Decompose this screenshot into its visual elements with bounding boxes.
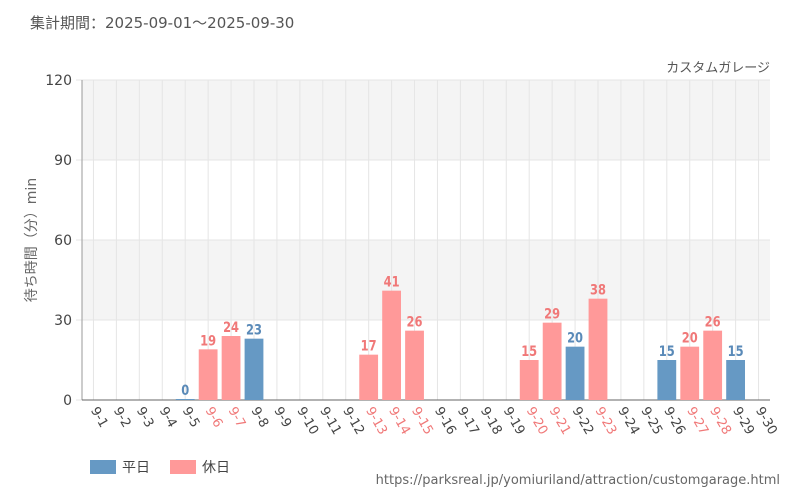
- bar-value-label: 15: [521, 344, 537, 360]
- x-tick-label: 9-21: [546, 405, 574, 438]
- bar: [680, 346, 700, 400]
- x-tick-label: 9-16: [431, 405, 459, 438]
- y-tick-label: 30: [54, 313, 72, 329]
- x-tick-label: 9-10: [293, 405, 321, 438]
- x-tick-label: 9-19: [500, 405, 528, 438]
- bar-value-label: 24: [223, 320, 239, 336]
- x-tick-label: 9-25: [637, 405, 665, 438]
- x-tick-label: 9-22: [569, 405, 597, 438]
- bar: [657, 360, 677, 400]
- x-tick-label: 9-6: [202, 405, 226, 431]
- bar-value-label: 0: [181, 383, 189, 399]
- bar-value-label: 29: [544, 307, 560, 323]
- x-tick-label: 9-5: [179, 405, 203, 431]
- bar: [588, 298, 608, 400]
- bar-value-label: 26: [705, 315, 721, 331]
- x-tick-label: 9-3: [133, 405, 157, 431]
- y-tick-label: 90: [54, 153, 72, 169]
- bar-value-label: 23: [246, 323, 262, 339]
- x-tick-label: 9-28: [706, 405, 734, 438]
- x-tick-label: 9-14: [385, 405, 413, 438]
- bar-value-label: 15: [659, 344, 675, 360]
- x-tick-label: 9-2: [110, 405, 134, 431]
- bar-value-label: 41: [384, 275, 400, 291]
- legend-item-holiday: 休日: [170, 457, 230, 477]
- x-tick-label: 9-13: [362, 405, 390, 438]
- bar: [405, 330, 424, 400]
- bar: [359, 354, 379, 400]
- y-tick-label: 60: [54, 233, 72, 249]
- bar-value-label: 26: [407, 315, 423, 331]
- bar-value-label: 20: [567, 331, 583, 347]
- x-tick-label: 9-27: [683, 405, 711, 438]
- x-tick-label: 9-4: [156, 405, 180, 431]
- bar: [519, 360, 539, 400]
- bar: [175, 399, 195, 400]
- x-tick-label: 9-26: [660, 405, 688, 438]
- bar: [244, 338, 264, 400]
- legend-swatch-weekday: [90, 460, 116, 474]
- x-tick-label: 9-1: [87, 405, 111, 431]
- legend-swatch-holiday: [170, 460, 196, 474]
- y-axis-label: 待ち時間（分）min: [24, 178, 40, 302]
- x-tick-label: 9-9: [270, 405, 294, 431]
- x-tick-label: 9-7: [225, 405, 249, 431]
- legend-item-weekday: 平日: [90, 457, 150, 477]
- bar: [382, 290, 402, 400]
- x-tick-label: 9-11: [316, 405, 344, 438]
- period-label: 集計期間：2025-09-01～2025-09-30: [30, 14, 295, 32]
- bar: [565, 346, 585, 400]
- legend-label-weekday: 平日: [122, 460, 150, 476]
- x-tick-label: 9-24: [614, 405, 642, 438]
- x-tick-label: 9-23: [592, 405, 620, 438]
- legend: 平日 休日: [90, 457, 250, 477]
- plot-band: [82, 240, 770, 320]
- x-tick-label: 9-8: [248, 405, 272, 431]
- chart-title: カスタムガレージ: [666, 61, 770, 76]
- x-tick-label: 9-15: [408, 405, 436, 438]
- bar-value-label: 38: [590, 283, 606, 299]
- source-url[interactable]: https://parksreal.jp/yomiuriland/attract…: [375, 473, 780, 488]
- bar-value-label: 17: [361, 339, 377, 355]
- bar-value-label: 19: [200, 333, 216, 349]
- x-tick-label: 9-18: [477, 405, 505, 438]
- bar-value-label: 15: [728, 344, 744, 360]
- bar: [198, 349, 218, 400]
- x-tick-label: 9-17: [454, 405, 482, 438]
- x-tick-label: 9-20: [523, 405, 551, 438]
- y-tick-label: 0: [63, 393, 72, 409]
- bar: [703, 330, 723, 400]
- bar-value-label: 20: [682, 331, 698, 347]
- x-tick-label: 9-29: [729, 405, 757, 438]
- x-tick-label: 9-12: [339, 405, 367, 438]
- bar: [542, 322, 562, 400]
- legend-label-holiday: 休日: [202, 460, 230, 476]
- plot-band: [82, 80, 770, 160]
- x-tick-label: 9-30: [752, 405, 780, 438]
- y-tick-label: 120: [45, 73, 72, 89]
- bar: [221, 336, 241, 400]
- bar: [726, 360, 746, 400]
